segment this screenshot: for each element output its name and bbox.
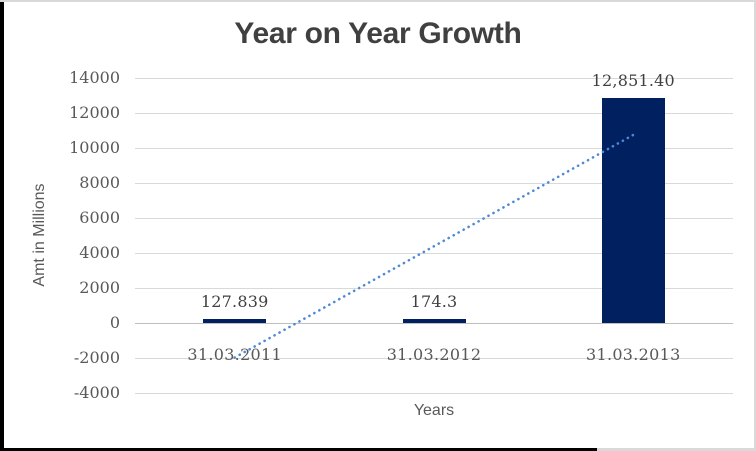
bar-data-label: 127.839 — [200, 292, 269, 311]
y-tick-label: 14000 — [69, 68, 120, 87]
bar[interactable] — [402, 319, 466, 323]
screenshot-bottom-border — [0, 448, 756, 451]
y-tick-label: -2000 — [73, 348, 120, 367]
bar-data-label: 12,851.40 — [591, 71, 675, 90]
screenshot-top-border — [0, 0, 756, 2]
bar-data-label: 174.3 — [410, 292, 458, 311]
gridline — [135, 78, 733, 79]
x-category-label: 31.03.2013 — [585, 345, 681, 364]
y-tick-label: 0 — [109, 313, 120, 332]
x-category-label: 31.03.2011 — [187, 345, 282, 364]
y-axis-title: Amt in Millions — [31, 183, 48, 287]
y-tick-label: 2000 — [79, 278, 120, 297]
zero-axis-line — [135, 323, 733, 324]
x-category-label: 31.03.2012 — [386, 345, 482, 364]
y-tick-label: 8000 — [79, 173, 120, 192]
chart-right-border — [754, 0, 756, 451]
y-tick-label: 10000 — [69, 138, 120, 157]
x-axis-title: Years — [413, 402, 455, 419]
y-tick-label: -4000 — [73, 383, 120, 402]
y-tick-label: 6000 — [79, 208, 120, 227]
gridline — [135, 113, 733, 114]
chart-title: Year on Year Growth — [234, 17, 522, 50]
gridline — [135, 393, 733, 394]
y-tick-label: 4000 — [79, 243, 120, 262]
bar[interactable] — [601, 98, 665, 323]
y-tick-label: 12000 — [69, 103, 120, 122]
bar[interactable] — [203, 319, 267, 323]
screenshot-left-border — [0, 0, 4, 451]
